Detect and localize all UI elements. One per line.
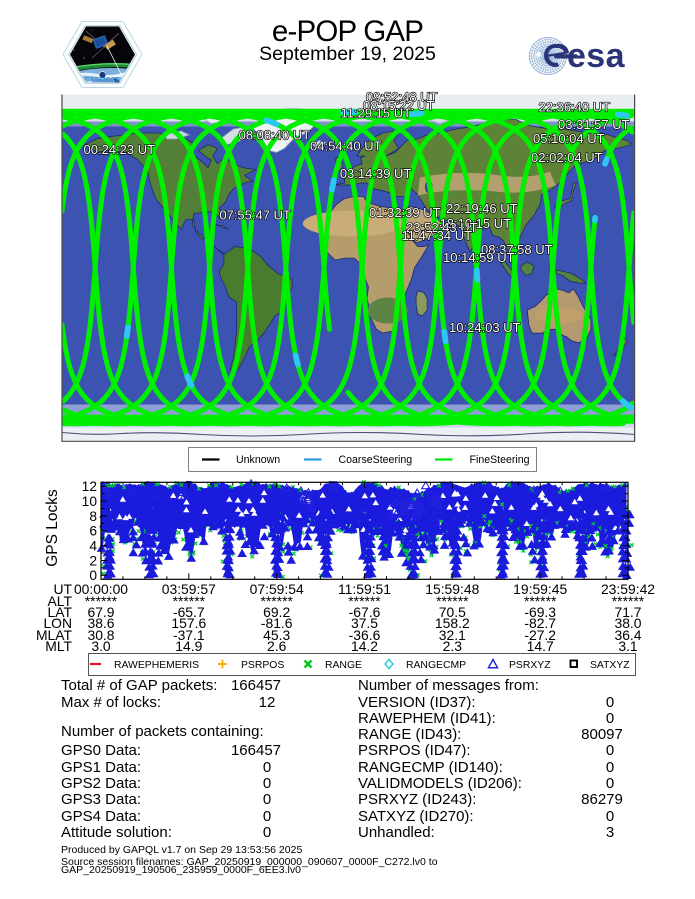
svg-text:RAWEPHEMERIS: RAWEPHEMERIS (114, 660, 199, 671)
svg-text:4: 4 (89, 539, 97, 554)
svg-text:CoarseSteering: CoarseSteering (338, 454, 412, 466)
svg-text:2: 2 (89, 553, 97, 568)
svg-text:18:10:15 UT: 18:10:15 UT (440, 216, 512, 231)
svg-text:01:32:39 UT: 01:32:39 UT (369, 205, 441, 220)
svg-text:10: 10 (82, 494, 98, 509)
svg-text:esa: esa (567, 37, 626, 75)
svg-text:FineSteering: FineSteering (469, 454, 529, 466)
svg-text:Unknown: Unknown (236, 454, 280, 466)
svg-text:11:29:15 UT: 11:29:15 UT (341, 106, 412, 121)
svg-text:08:08:40 UT: 08:08:40 UT (239, 128, 311, 143)
svg-text:05:10:04 UT: 05:10:04 UT (533, 131, 605, 146)
svg-text:GPS Locks: GPS Locks (44, 489, 61, 567)
svg-text:PSRPOS: PSRPOS (241, 660, 284, 671)
svg-text:RANGECMP: RANGECMP (406, 660, 466, 671)
svg-text:CASSIOPE: CASSIOPE (85, 78, 120, 84)
svg-text:22:19:46 UT: 22:19:46 UT (446, 201, 518, 216)
svg-text:6: 6 (89, 524, 97, 539)
svg-text:03:31:57 UT: 03:31:57 UT (558, 117, 630, 132)
svg-text:02:02:04 UT: 02:02:04 UT (531, 150, 603, 165)
svg-text:07:55:47 UT: 07:55:47 UT (219, 208, 291, 223)
svg-text:10:24:03 UT: 10:24:03 UT (449, 320, 521, 335)
svg-text:04:54:40 UT: 04:54:40 UT (310, 138, 382, 153)
svg-text:SATXYZ: SATXYZ (590, 660, 630, 671)
svg-text:08:15:22 UT: 08:15:22 UT (363, 98, 435, 113)
svg-text:22:36:40 UT: 22:36:40 UT (539, 100, 611, 115)
svg-text:RANGE: RANGE (325, 660, 362, 671)
svg-text:8: 8 (89, 509, 97, 524)
svg-text:03:14:39 UT: 03:14:39 UT (340, 166, 412, 181)
svg-text:08:37:58 UT: 08:37:58 UT (481, 242, 553, 257)
svg-text:11:47:34 UT: 11:47:34 UT (402, 228, 473, 243)
svg-text:00:24:23 UT: 00:24:23 UT (84, 142, 156, 157)
svg-text:12: 12 (82, 479, 97, 494)
svg-text:PSRXYZ: PSRXYZ (509, 660, 551, 671)
svg-text:23:52:43 UT: 23:52:43 UT (406, 220, 478, 235)
svg-text:0: 0 (89, 568, 97, 583)
svg-text:10:14:59 UT: 10:14:59 UT (443, 250, 515, 265)
svg-text:09:52:48 UT: 09:52:48 UT (366, 90, 438, 105)
